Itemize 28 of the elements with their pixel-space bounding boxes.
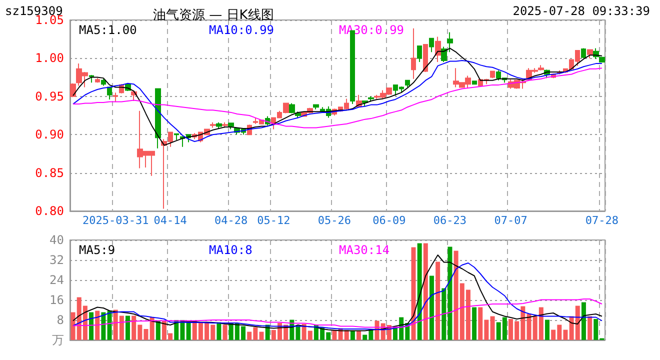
x-tick-label: 04-14 (154, 214, 188, 227)
text: MA5:9 (79, 243, 116, 257)
y-tick-label: 0.85 (35, 166, 64, 180)
text: MA5:1.00 (79, 23, 137, 37)
y-tick-label: 32 (50, 253, 64, 267)
chart-title: 油气资源 — 日K线图 (153, 8, 274, 23)
y-tick-label: 1.00 (35, 51, 64, 66)
text: MA30:14 (339, 243, 390, 257)
x-tick-label: 06-23 (433, 214, 467, 227)
y-tick-label: 0.95 (35, 89, 64, 104)
x-tick-label: 07-28 (585, 214, 619, 227)
y-tick-label: 8 (56, 313, 64, 327)
y-tick-label: 40 (50, 233, 64, 247)
x-tick-label: 04-28 (214, 214, 248, 227)
y-tick-label: 16 (50, 293, 64, 307)
y-tick-label: 0.80 (35, 204, 64, 218)
x-tick-label: 2025-03-31 (82, 214, 149, 227)
y-tick-label: 24 (50, 273, 64, 287)
x-tick-label: 06-09 (372, 214, 406, 227)
x-tick-label: 05-26 (318, 214, 352, 227)
x-tick-label: 05-12 (257, 214, 290, 227)
text: MA30:0.99 (339, 23, 404, 37)
text: 2025-07-28 09:33:39 (512, 4, 650, 18)
x-tick-label: 07-07 (494, 214, 528, 227)
text: MA10:8 (209, 243, 252, 257)
text: MA10:0.99 (209, 23, 274, 37)
y-tick-label: 万 (52, 333, 64, 347)
y-tick-label: 0.90 (35, 128, 64, 142)
